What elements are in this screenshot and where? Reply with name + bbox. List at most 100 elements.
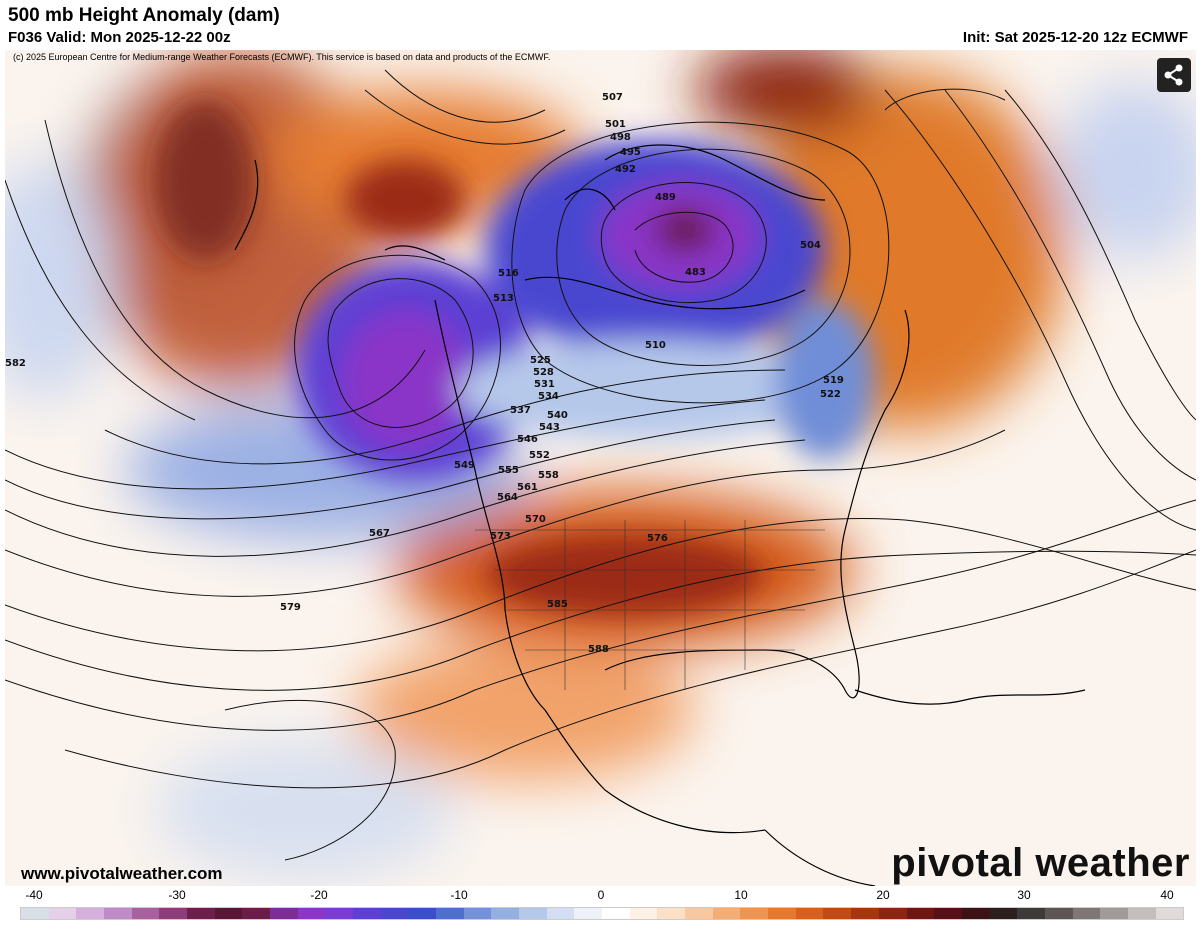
coastlines <box>234 144 1086 886</box>
contour-label: 528 <box>533 367 554 378</box>
colorbar-swatch <box>740 908 769 919</box>
colorbar-swatch <box>325 908 354 919</box>
colorbar-swatch <box>1155 908 1184 919</box>
colorbar-swatch <box>657 908 686 919</box>
contour-label: 492 <box>615 164 636 175</box>
contour-label: 513 <box>493 293 514 304</box>
colorbar-tick: 30 <box>1017 888 1031 902</box>
contour-label: 507 <box>602 92 623 103</box>
colorbar-swatch <box>297 908 326 919</box>
colorbar: -40 -30 -20 -10 0 10 20 30 40 <box>0 886 1202 929</box>
height-contours <box>5 69 1196 861</box>
contour-label: 570 <box>525 514 546 525</box>
contour-label: 537 <box>510 405 531 416</box>
colorbar-swatch <box>1127 908 1156 919</box>
colorbar-swatch <box>214 908 243 919</box>
map-panel[interactable]: 483 489 492 495 498 501 504 507 510 513 … <box>5 50 1196 886</box>
share-glyph <box>1164 64 1183 86</box>
colorbar-tick: -10 <box>450 888 468 902</box>
colorbar-tick: 20 <box>876 888 890 902</box>
contour-label: 531 <box>534 379 555 390</box>
contour-label: 516 <box>498 268 519 279</box>
colorbar-swatch <box>519 908 547 919</box>
colorbar-swatch <box>408 908 437 919</box>
contour-label: 561 <box>517 482 538 493</box>
colorbar-swatch <box>906 908 935 919</box>
colorbar-swatch <box>1017 908 1045 919</box>
colorbar-swatch <box>270 908 298 919</box>
contour-label: 576 <box>647 533 668 544</box>
contour-label: 567 <box>369 528 390 539</box>
colorbar-swatch <box>823 908 852 919</box>
contour-label: 588 <box>588 644 609 655</box>
colorbar-swatch <box>1100 908 1128 919</box>
website-url[interactable]: www.pivotalweather.com <box>21 864 223 883</box>
contour-label: 582 <box>5 358 26 369</box>
contour-label: 483 <box>685 267 706 278</box>
contour-label: 585 <box>547 599 568 610</box>
contour-label: 546 <box>517 434 538 445</box>
contour-label: 519 <box>823 375 844 386</box>
contour-label: 549 <box>454 460 475 471</box>
colorbar-swatch <box>629 908 658 919</box>
colorbar-swatch <box>989 908 1018 919</box>
map-title: 500 mb Height Anomaly (dam) <box>8 5 280 26</box>
colorbar-swatch <box>961 908 990 919</box>
colorbar-swatch <box>851 908 879 919</box>
colorbar-tick: 0 <box>597 888 605 902</box>
contour-labels: 483 489 492 495 498 501 504 507 510 513 … <box>5 92 844 655</box>
colorbar-tick: -30 <box>168 888 186 902</box>
colorbar-swatch <box>602 908 630 919</box>
contour-label: 564 <box>497 492 518 503</box>
colorbar-swatch <box>436 908 464 919</box>
colorbar-tick: 10 <box>734 888 748 902</box>
header: 500 mb Height Anomaly (dam) F036 Valid: … <box>0 0 1202 50</box>
colorbar-ticks: -40 -30 -20 -10 0 10 20 30 40 <box>0 888 1202 904</box>
colorbar-swatch <box>187 908 215 919</box>
colorbar-swatch <box>131 908 160 919</box>
contour-label: 504 <box>800 240 821 251</box>
share-icon[interactable] <box>1157 58 1191 92</box>
colorbar-gradient <box>20 907 1184 920</box>
contour-label: 534 <box>538 391 559 402</box>
copyright-text: (c) 2025 European Centre for Medium-rang… <box>13 52 550 62</box>
colorbar-swatch <box>491 908 520 919</box>
colorbar-swatch <box>48 908 77 919</box>
contour-label: 489 <box>655 192 676 203</box>
contour-label: 543 <box>539 422 560 433</box>
init-time: Init: Sat 2025-12-20 12z ECMWF <box>962 29 1188 46</box>
colorbar-swatch <box>878 908 907 919</box>
contour-label: 501 <box>605 119 626 130</box>
colorbar-swatch <box>546 908 575 919</box>
colorbar-swatch <box>795 908 824 919</box>
colorbar-swatch <box>1044 908 1073 919</box>
brand-logo: pivotal weather <box>891 841 1190 885</box>
colorbar-swatch <box>380 908 409 919</box>
colorbar-swatch <box>21 908 49 919</box>
colorbar-swatch <box>104 908 132 919</box>
contour-label: 498 <box>610 132 631 143</box>
anomaly-map[interactable]: 483 489 492 495 498 501 504 507 510 513 … <box>5 50 1196 886</box>
contour-label: 558 <box>538 470 559 481</box>
state-borders <box>475 520 825 690</box>
colorbar-swatch <box>574 908 603 919</box>
colorbar-tick: -20 <box>310 888 328 902</box>
colorbar-swatch <box>685 908 713 919</box>
colorbar-swatch <box>463 908 492 919</box>
contour-label: 495 <box>620 147 641 158</box>
contour-label: 555 <box>498 465 519 476</box>
contour-label: 522 <box>820 389 841 400</box>
colorbar-swatch <box>1072 908 1101 919</box>
colorbar-swatch <box>768 908 796 919</box>
contour-label: 552 <box>529 450 550 461</box>
colorbar-swatch <box>712 908 741 919</box>
colorbar-swatch <box>934 908 962 919</box>
contour-label: 510 <box>645 340 666 351</box>
colorbar-swatch <box>353 908 381 919</box>
colorbar-swatch <box>159 908 188 919</box>
contour-label: 525 <box>530 355 551 366</box>
contour-label: 573 <box>490 531 511 542</box>
colorbar-swatch <box>242 908 271 919</box>
colorbar-swatch <box>76 908 105 919</box>
contour-label: 579 <box>280 602 301 613</box>
